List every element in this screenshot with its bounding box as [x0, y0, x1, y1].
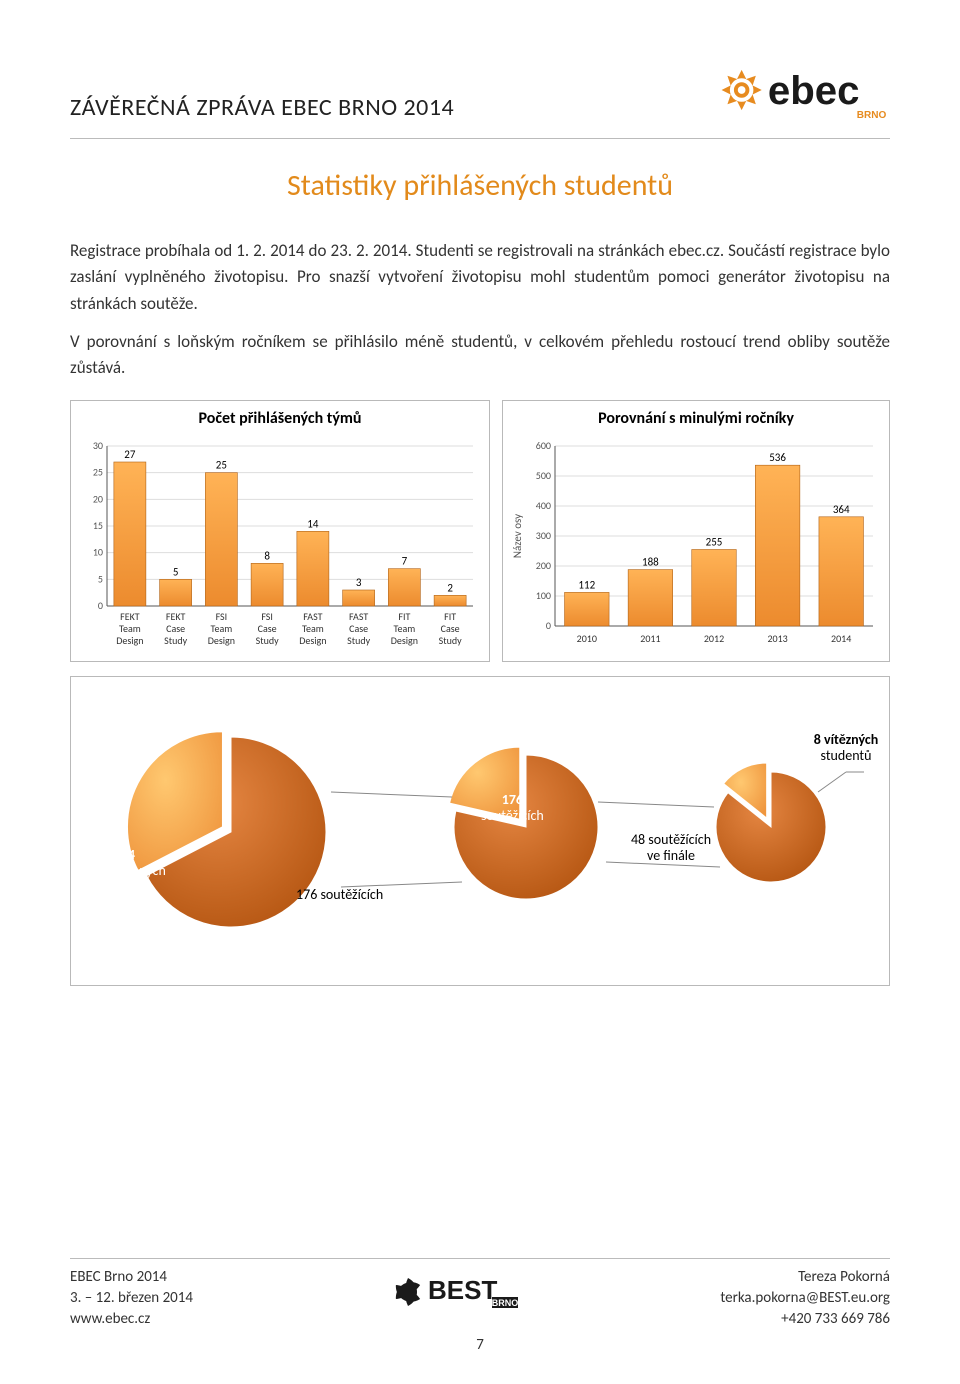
pie3-outer-num: 8 vítězných — [801, 732, 891, 748]
svg-text:2014: 2014 — [831, 632, 851, 645]
paragraph-1: Registrace probíhala od 1. 2. 2014 do 23… — [70, 238, 890, 317]
svg-text:Design: Design — [391, 634, 418, 647]
svg-text:14: 14 — [307, 517, 319, 530]
pies-svg — [71, 677, 889, 985]
pie1-main-txt: registrovaných — [83, 862, 166, 879]
best-logo-sub: BRNO — [491, 1298, 518, 1308]
header-rule — [70, 138, 890, 139]
footer-left-l2: 3. – 12. březen 2014 — [70, 1288, 193, 1309]
footer-right-l1: Tereza Pokorná — [720, 1267, 890, 1288]
svg-text:0: 0 — [546, 619, 551, 632]
svg-text:Study: Study — [256, 634, 279, 647]
page-header: ZÁVĚREČNÁ ZPRÁVA EBEC BRNO 2014 ebec BRN… — [70, 50, 890, 130]
svg-text:2012: 2012 — [704, 632, 724, 645]
svg-text:25: 25 — [216, 458, 227, 471]
footer-right-l2: terka.pokorna@BEST.eu.org — [720, 1288, 890, 1309]
svg-text:0: 0 — [98, 599, 103, 612]
pie2-main-num: 176 — [481, 792, 544, 808]
best-logo-text: BEST — [428, 1275, 497, 1305]
footer-right-l3: +420 733 669 786 — [720, 1309, 890, 1330]
paragraph-2: V porovnání s loňským ročníkem se přihlá… — [70, 329, 890, 382]
svg-text:536: 536 — [769, 451, 786, 464]
footer-center: BEST BRNO — [193, 1267, 720, 1322]
svg-text:2013: 2013 — [767, 632, 787, 645]
svg-text:25: 25 — [93, 465, 103, 478]
svg-text:Study: Study — [439, 634, 462, 647]
svg-text:10: 10 — [93, 545, 103, 558]
svg-text:Design: Design — [116, 634, 143, 647]
svg-text:100: 100 — [536, 589, 551, 602]
pie-panel: 364 registrovaných 176 soutěžících 176 s… — [70, 676, 890, 986]
svg-text:255: 255 — [706, 535, 723, 548]
footer-left-l1: EBEC Brno 2014 — [70, 1267, 193, 1288]
svg-text:27: 27 — [124, 448, 136, 461]
svg-text:Název osy: Název osy — [511, 514, 524, 558]
charts-row: Počet přihlášených týmů 051015202530 27 … — [70, 400, 890, 662]
svg-text:8: 8 — [264, 549, 270, 562]
page-number: 7 — [70, 1336, 890, 1354]
svg-text:112: 112 — [578, 578, 595, 591]
logo-text: ebec — [768, 68, 860, 113]
svg-text:3: 3 — [356, 576, 362, 589]
svg-text:Design: Design — [299, 634, 326, 647]
section-title: Statistiky přihlášených studentů — [70, 167, 890, 204]
pie1-label-main: 364 registrovaných — [83, 847, 166, 879]
footer-left-l3: www.ebec.cz — [70, 1309, 193, 1330]
svg-text:188: 188 — [642, 555, 659, 568]
pie1-slice-txt: 176 soutěžících — [296, 886, 383, 903]
page-footer: EBEC Brno 2014 3. – 12. březen 2014 www.… — [70, 1258, 890, 1354]
chart-years: 0 100 200 300 400 500 600 Název osy 112 188 255… — [509, 432, 881, 652]
svg-text:Study: Study — [164, 634, 187, 647]
chart-teams-box: Počet přihlášených týmů 051015202530 27 … — [70, 400, 490, 662]
svg-text:2: 2 — [447, 581, 453, 594]
svg-text:2011: 2011 — [640, 632, 660, 645]
chart-years-box: Porovnání s minulými ročníky 0 100 200 300 4… — [502, 400, 890, 662]
header-title: ZÁVĚREČNÁ ZPRÁVA EBEC BRNO 2014 — [70, 93, 454, 130]
svg-text:Design: Design — [208, 634, 235, 647]
pie1-main-num: 364 — [83, 847, 166, 863]
svg-text:15: 15 — [93, 519, 103, 532]
svg-text:20: 20 — [93, 492, 103, 505]
svg-text:500: 500 — [536, 469, 551, 482]
pie2-slice-txt: 48 soutěžícíchve finále — [631, 831, 711, 864]
chart-years-title: Porovnání s minulými ročníky — [509, 409, 883, 428]
best-logo: BEST BRNO — [392, 1267, 522, 1317]
footer-rule — [70, 1258, 890, 1259]
svg-text:600: 600 — [536, 439, 551, 452]
ebec-logo: ebec BRNO — [720, 50, 890, 130]
pie1-label-slice: 176 soutěžících — [296, 887, 383, 903]
pie2-main-txt: soutěžících — [481, 807, 544, 824]
footer-right: Tereza Pokorná terka.pokorna@BEST.eu.org… — [720, 1267, 890, 1330]
svg-text:5: 5 — [98, 572, 103, 585]
svg-text:30: 30 — [93, 439, 103, 452]
svg-text:2010: 2010 — [577, 632, 597, 645]
svg-text:5: 5 — [173, 565, 179, 578]
svg-text:400: 400 — [536, 499, 551, 512]
pie2-label-main: 176 soutěžících — [481, 792, 544, 824]
pie2-label-slice: 48 soutěžícíchve finále — [616, 832, 726, 864]
pie3-label-outer: 8 vítězných studentů — [801, 732, 891, 764]
chart-teams: 051015202530 27 5 25 8 14 3 7 2FEKTTeamD… — [77, 432, 481, 652]
svg-text:Study: Study — [347, 634, 370, 647]
logo-sub: BRNO — [857, 110, 887, 121]
pie3-outer-txt: studentů — [821, 747, 872, 764]
svg-text:7: 7 — [402, 554, 408, 567]
chart-teams-title: Počet přihlášených týmů — [77, 409, 483, 428]
svg-text:200: 200 — [536, 559, 551, 572]
footer-left: EBEC Brno 2014 3. – 12. březen 2014 www.… — [70, 1267, 193, 1330]
svg-text:364: 364 — [833, 503, 850, 516]
svg-text:300: 300 — [536, 529, 551, 542]
